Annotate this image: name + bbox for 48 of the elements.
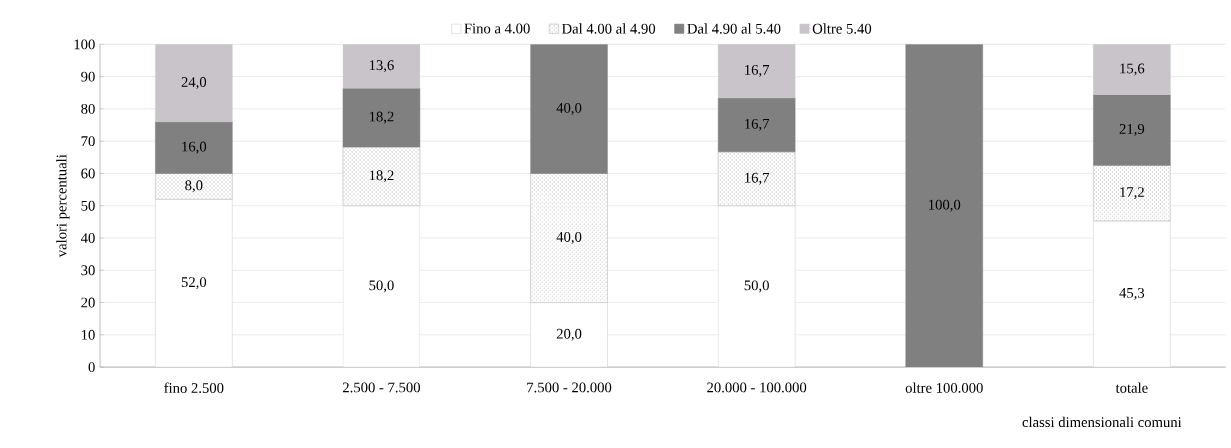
data-label: 13,6 bbox=[369, 60, 394, 73]
x-tick-label: 20.000 - 100.000 bbox=[707, 382, 807, 393]
data-label: 45,3 bbox=[1119, 287, 1145, 300]
y-axis-title: valori percentuali bbox=[56, 154, 70, 258]
y-tick-label: 70 bbox=[81, 136, 95, 147]
y-tick-label: 100 bbox=[74, 39, 95, 50]
y-tick-label: 40 bbox=[80, 233, 95, 243]
x-tick-label: 7.500 - 20.000 bbox=[527, 382, 612, 393]
y-tick-label: 0 bbox=[88, 362, 95, 372]
x-tick-label: 2.500 - 7.500 bbox=[342, 382, 420, 393]
legend-label: Dal 4.90 al 5.40 bbox=[687, 23, 781, 34]
legend-label: Fino a 4.00 bbox=[464, 23, 530, 34]
y-tick-label: 30 bbox=[81, 265, 95, 276]
data-label: 15,6 bbox=[1120, 63, 1145, 76]
data-label: 16,7 bbox=[745, 64, 770, 77]
data-label: 16,7 bbox=[745, 172, 770, 185]
data-label: 21,9 bbox=[1119, 124, 1145, 136]
y-tick-label: 60 bbox=[81, 168, 95, 179]
legend-label: Dal 4.00 al 4.90 bbox=[561, 23, 656, 34]
data-label: 17,2 bbox=[1120, 187, 1144, 200]
x-axis-title: classi dimensionali comuni bbox=[1022, 416, 1182, 428]
data-label: 50,0 bbox=[744, 280, 769, 293]
data-label: 50,0 bbox=[369, 280, 394, 293]
y-tick-label: 20 bbox=[81, 297, 95, 308]
x-tick-label: fino 2.500 bbox=[164, 382, 224, 393]
data-label: 16,0 bbox=[182, 141, 207, 154]
data-label: 18,2 bbox=[369, 111, 394, 124]
x-tick-label: oltre 100.000 bbox=[905, 382, 983, 393]
y-tick-label: 80 bbox=[81, 103, 95, 114]
data-label: 16,7 bbox=[745, 118, 770, 131]
bar bbox=[1093, 94, 1171, 166]
x-tick-label: totale bbox=[1115, 382, 1148, 393]
y-tick-label: 10 bbox=[81, 329, 95, 340]
data-label: 40,0 bbox=[556, 231, 582, 244]
data-label: 40,0 bbox=[556, 102, 582, 115]
bar bbox=[155, 121, 233, 174]
data-label: 100,0 bbox=[929, 199, 961, 212]
data-label: 20,0 bbox=[556, 328, 582, 341]
bar bbox=[342, 87, 421, 148]
data-label: 18,2 bbox=[369, 170, 394, 183]
bar bbox=[1093, 44, 1171, 95]
data-label: 52,0 bbox=[181, 277, 207, 290]
data-label: 8,0 bbox=[185, 180, 203, 193]
y-tick-label: 50 bbox=[81, 200, 95, 211]
bar bbox=[717, 97, 796, 153]
y-tick-label: 90 bbox=[81, 71, 95, 82]
data-label: 24,0 bbox=[181, 77, 207, 90]
legend-label: Oltre 5.40 bbox=[812, 23, 872, 34]
